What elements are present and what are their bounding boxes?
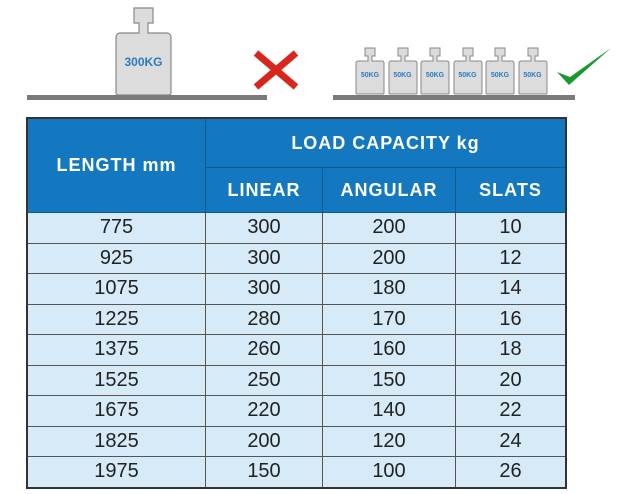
cell-angular: 120 bbox=[322, 425, 456, 457]
cell-length: 925 bbox=[26, 242, 206, 274]
cell-slats: 24 bbox=[455, 425, 567, 457]
cell-angular: 200 bbox=[322, 212, 456, 244]
cell-length: 775 bbox=[26, 212, 206, 244]
cell-angular: 170 bbox=[322, 303, 456, 335]
cell-linear: 300 bbox=[205, 273, 323, 305]
weight-icon bbox=[518, 47, 547, 95]
cell-slats: 12 bbox=[455, 242, 567, 274]
cell-linear: 260 bbox=[205, 334, 323, 366]
cell-linear: 220 bbox=[205, 395, 323, 427]
weight-50kg: 50KG bbox=[485, 47, 515, 95]
header-length: LENGTH mm bbox=[26, 117, 206, 213]
cell-slats: 22 bbox=[455, 395, 567, 427]
cell-slats: 20 bbox=[455, 364, 567, 396]
cell-linear: 300 bbox=[205, 212, 323, 244]
table-row: 1075 300 180 14 bbox=[26, 273, 567, 305]
table-row: 775 300 200 10 bbox=[26, 212, 567, 244]
cell-length: 1825 bbox=[26, 425, 206, 457]
shelf-left bbox=[27, 95, 267, 100]
table-row: 1825 200 120 24 bbox=[26, 425, 567, 457]
cell-length: 1975 bbox=[26, 456, 206, 488]
cell-slats: 16 bbox=[455, 303, 567, 335]
weight-300kg: 300KG bbox=[115, 7, 172, 95]
cell-angular: 200 bbox=[322, 242, 456, 274]
header-linear: LINEAR bbox=[205, 167, 323, 213]
weight-label: 50KG bbox=[360, 72, 380, 79]
weight-label: 50KG bbox=[425, 72, 445, 79]
load-capacity-table: LENGTH mm LOAD CAPACITY kg LINEAR ANGULA… bbox=[26, 117, 567, 489]
cell-linear: 300 bbox=[205, 242, 323, 274]
cell-slats: 14 bbox=[455, 273, 567, 305]
weight-50kg: 50KG bbox=[355, 47, 385, 95]
cell-linear: 280 bbox=[205, 303, 323, 335]
table-row: 925 300 200 12 bbox=[26, 242, 567, 274]
weight-label: 50KG bbox=[523, 72, 542, 79]
weight-icon bbox=[453, 47, 482, 95]
weight-label: 50KG bbox=[490, 72, 510, 79]
table-row: 1375 260 160 18 bbox=[26, 334, 567, 366]
header-slats: SLATS bbox=[455, 167, 567, 213]
weight-icon bbox=[115, 7, 172, 95]
cell-length: 1525 bbox=[26, 364, 206, 396]
cell-angular: 150 bbox=[322, 364, 456, 396]
weight-50kg: 50KG bbox=[453, 47, 483, 95]
weight-icon bbox=[420, 47, 450, 95]
table-row: 1675 220 140 22 bbox=[26, 395, 567, 427]
cell-slats: 26 bbox=[455, 456, 567, 488]
weight-label: 50KG bbox=[458, 72, 477, 79]
cell-slats: 18 bbox=[455, 334, 567, 366]
cell-angular: 160 bbox=[322, 334, 456, 366]
weight-icon bbox=[355, 47, 385, 95]
table-row: 1525 250 150 20 bbox=[26, 364, 567, 396]
weight-50kg: 50KG bbox=[388, 47, 418, 95]
weight-50kg: 50KG bbox=[420, 47, 450, 95]
cell-slats: 10 bbox=[455, 212, 567, 244]
weight-icon bbox=[388, 47, 417, 95]
cross-icon bbox=[253, 50, 299, 90]
table-row: 1975 150 100 26 bbox=[26, 456, 567, 488]
weight-icon bbox=[485, 47, 515, 95]
cell-angular: 180 bbox=[322, 273, 456, 305]
weight-label: 300KG bbox=[124, 55, 163, 69]
check-icon bbox=[557, 48, 611, 85]
table-row: 1225 280 170 16 bbox=[26, 303, 567, 335]
cell-length: 1675 bbox=[26, 395, 206, 427]
cell-length: 1075 bbox=[26, 273, 206, 305]
cell-linear: 200 bbox=[205, 425, 323, 457]
cell-angular: 140 bbox=[322, 395, 456, 427]
cell-linear: 250 bbox=[205, 364, 323, 396]
cell-length: 1225 bbox=[26, 303, 206, 335]
cell-angular: 100 bbox=[322, 456, 456, 488]
weight-50kg: 50KG bbox=[518, 47, 548, 95]
shelf-right bbox=[333, 95, 575, 100]
cell-length: 1375 bbox=[26, 334, 206, 366]
header-angular: ANGULAR bbox=[322, 167, 456, 213]
cell-linear: 150 bbox=[205, 456, 323, 488]
header-load-capacity: LOAD CAPACITY kg bbox=[205, 117, 567, 168]
weight-label: 50KG bbox=[393, 72, 412, 79]
